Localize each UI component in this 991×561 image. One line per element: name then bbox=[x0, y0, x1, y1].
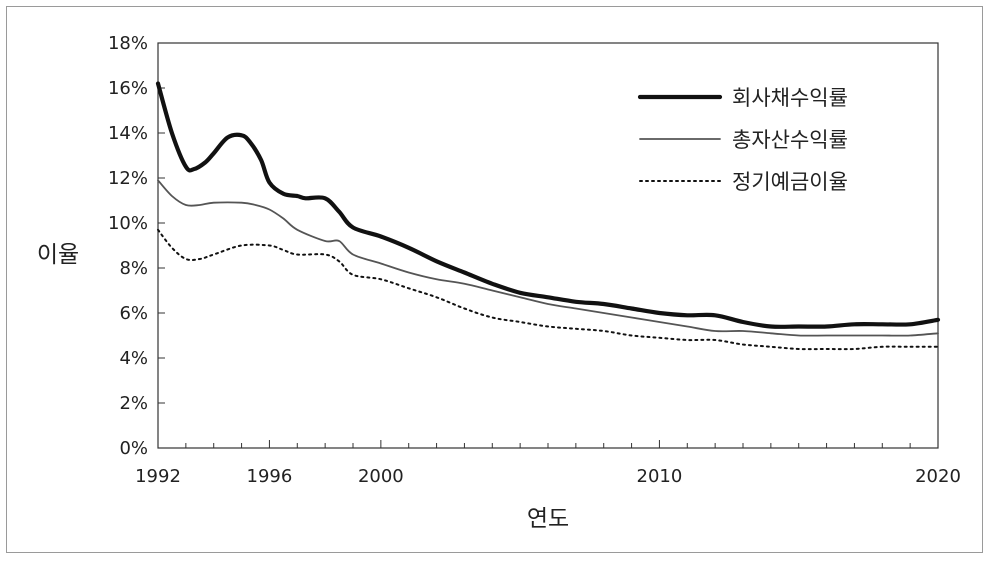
legend-item-time-deposit: 정기예금이율 bbox=[639, 170, 848, 194]
x-tick-label: 1992 bbox=[135, 466, 181, 487]
y-tick-label: 12% bbox=[108, 168, 148, 189]
y-tick-label: 8% bbox=[119, 258, 148, 279]
y-tick-label: 4% bbox=[119, 348, 148, 369]
corporate-bond-yield-line bbox=[155, 81, 941, 329]
total-asset-return-line bbox=[157, 179, 939, 337]
y-tick-label: 0% bbox=[119, 438, 148, 459]
y-tick-label: 2% bbox=[119, 393, 148, 414]
legend-item-corporate-bond: 회사채수익률 bbox=[637, 86, 848, 110]
legend-label: 회사채수익률 bbox=[732, 86, 848, 110]
x-tick-label: 1996 bbox=[247, 466, 293, 487]
time-deposit-rate-line bbox=[157, 228, 939, 351]
x-tick-label: 2020 bbox=[915, 466, 961, 487]
x-axis-title: 연도 bbox=[527, 506, 569, 532]
legend-item-total-asset: 총자산수익률 bbox=[639, 128, 848, 152]
y-tick-label: 6% bbox=[119, 303, 148, 324]
x-tick-label: 2010 bbox=[637, 466, 683, 487]
series-lines bbox=[155, 81, 941, 351]
y-tick-label: 14% bbox=[108, 123, 148, 144]
y-tick-label: 18% bbox=[108, 33, 148, 54]
x-axis-ticks: 1992 1996 2000 2010 2020 bbox=[135, 440, 961, 487]
legend-label: 총자산수익률 bbox=[732, 128, 848, 152]
y-tick-label: 10% bbox=[108, 213, 148, 234]
chart-frame bbox=[6, 6, 983, 553]
x-tick-label: 2000 bbox=[358, 466, 404, 487]
y-tick-label: 16% bbox=[108, 78, 148, 99]
y-axis-ticks: 0% 2% 4% 6% 8% 10% 12% 14% 16% 18% bbox=[108, 33, 165, 459]
legend-label: 정기예금이율 bbox=[732, 170, 848, 194]
y-axis-title: 이율 bbox=[37, 242, 79, 268]
